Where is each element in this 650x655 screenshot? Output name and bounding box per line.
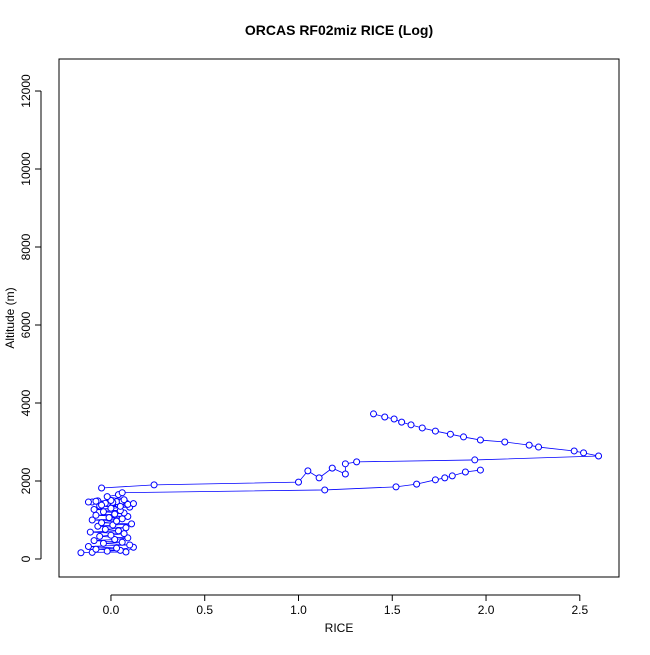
- data-point: [461, 468, 469, 476]
- data-point: [460, 433, 468, 441]
- data-point: [126, 541, 134, 549]
- data-point: [390, 415, 398, 423]
- data-point: [113, 517, 121, 525]
- data-point: [120, 530, 128, 538]
- data-point: [321, 486, 329, 494]
- data-point: [98, 484, 106, 492]
- data-point: [431, 476, 439, 484]
- x-tick-label: 2.5: [571, 603, 588, 617]
- data-point: [476, 466, 484, 474]
- data-point: [392, 483, 400, 491]
- data-point: [129, 500, 137, 508]
- data-point: [341, 460, 349, 468]
- data-point: [98, 501, 106, 509]
- data-point: [446, 430, 454, 438]
- data-point: [92, 511, 100, 519]
- y-tick-label: 4000: [19, 389, 33, 416]
- data-point: [418, 424, 426, 432]
- data-point: [595, 452, 603, 460]
- data-point: [501, 438, 509, 446]
- data-point: [341, 470, 349, 478]
- y-tick-label: 12000: [19, 74, 33, 108]
- data-point: [122, 524, 130, 532]
- data-point: [118, 489, 126, 497]
- data-point: [120, 496, 128, 504]
- data-point: [413, 480, 421, 488]
- data-point: [525, 441, 533, 449]
- data-point: [90, 505, 98, 513]
- data-point: [99, 539, 107, 547]
- x-axis-label: RICE: [325, 621, 354, 635]
- data-point: [304, 467, 312, 475]
- data-point: [99, 508, 107, 516]
- x-tick-label: 1.5: [384, 603, 401, 617]
- data-point: [441, 474, 449, 482]
- data-point: [128, 520, 136, 528]
- data-point: [407, 421, 415, 429]
- y-tick-label: 2000: [19, 467, 33, 494]
- data-point: [84, 498, 92, 506]
- x-tick-label: 2.0: [478, 603, 495, 617]
- data-point: [96, 532, 104, 540]
- y-tick-label: 6000: [19, 311, 33, 338]
- data-point: [448, 472, 456, 480]
- data-point: [353, 458, 361, 466]
- y-tick-label: 8000: [19, 233, 33, 260]
- data-point: [105, 514, 113, 522]
- x-tick-label: 1.0: [290, 603, 307, 617]
- data-point: [111, 510, 119, 518]
- data-point: [86, 528, 94, 536]
- data-point: [315, 474, 323, 482]
- data-point: [150, 481, 158, 489]
- y-axis-label: Altitude (m): [3, 287, 17, 348]
- data-point: [431, 427, 439, 435]
- data-point: [381, 413, 389, 421]
- chart-title: ORCAS RF02miz RICE (Log): [245, 22, 433, 38]
- y-tick-label: 10000: [19, 152, 33, 186]
- data-point: [111, 535, 119, 543]
- x-tick-label: 0.5: [196, 603, 213, 617]
- data-point: [116, 502, 124, 510]
- data-point: [122, 548, 130, 556]
- data-point: [113, 544, 121, 552]
- data-point: [90, 537, 98, 545]
- data-point: [92, 497, 100, 505]
- data-point: [77, 549, 85, 557]
- data-point: [98, 519, 106, 527]
- data-point: [124, 534, 132, 542]
- data-point: [476, 436, 484, 444]
- data-point: [92, 545, 100, 553]
- data-point: [84, 543, 92, 551]
- y-tick-label: 0: [19, 555, 33, 562]
- data-point: [101, 525, 109, 533]
- data-point: [471, 456, 479, 464]
- data-point: [370, 410, 378, 418]
- data-point: [103, 493, 111, 501]
- data-point: [118, 515, 126, 523]
- data-point: [328, 464, 336, 472]
- data-point: [88, 516, 96, 524]
- data-point: [294, 478, 302, 486]
- plot-frame: [58, 58, 620, 578]
- data-point: [114, 527, 122, 535]
- data-point: [107, 531, 115, 539]
- x-tick-label: 0.0: [103, 603, 120, 617]
- data-point: [570, 447, 578, 455]
- data-point: [118, 538, 126, 546]
- data-point: [580, 449, 588, 457]
- data-point: [398, 418, 406, 426]
- data-point: [535, 443, 543, 451]
- data-point: [103, 547, 111, 555]
